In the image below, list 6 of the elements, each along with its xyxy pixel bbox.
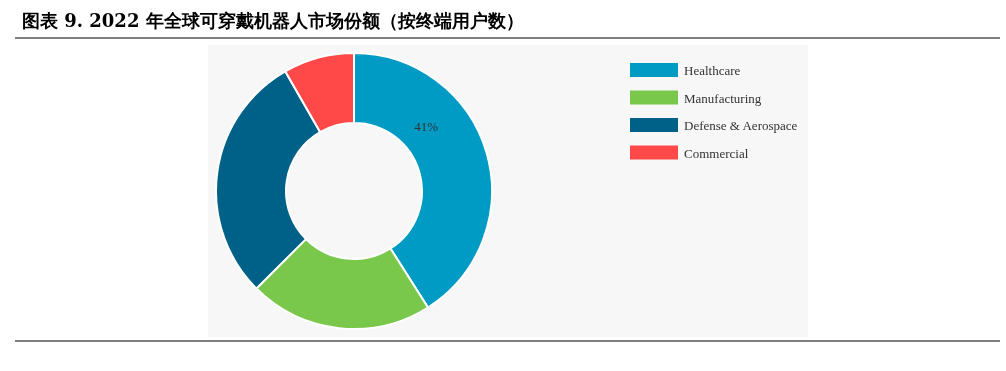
chart-title: 图表 9. 2022 年全球可穿戴机器人市场份额（按终端用户数） bbox=[22, 10, 524, 31]
legend-label: Manufacturing bbox=[684, 90, 762, 106]
legend-label: Commercial bbox=[684, 145, 749, 161]
data-label: 41% bbox=[414, 119, 439, 135]
legend-label: Healthcare bbox=[684, 63, 741, 78]
legend-label: Defense & Aerospace bbox=[684, 118, 798, 133]
